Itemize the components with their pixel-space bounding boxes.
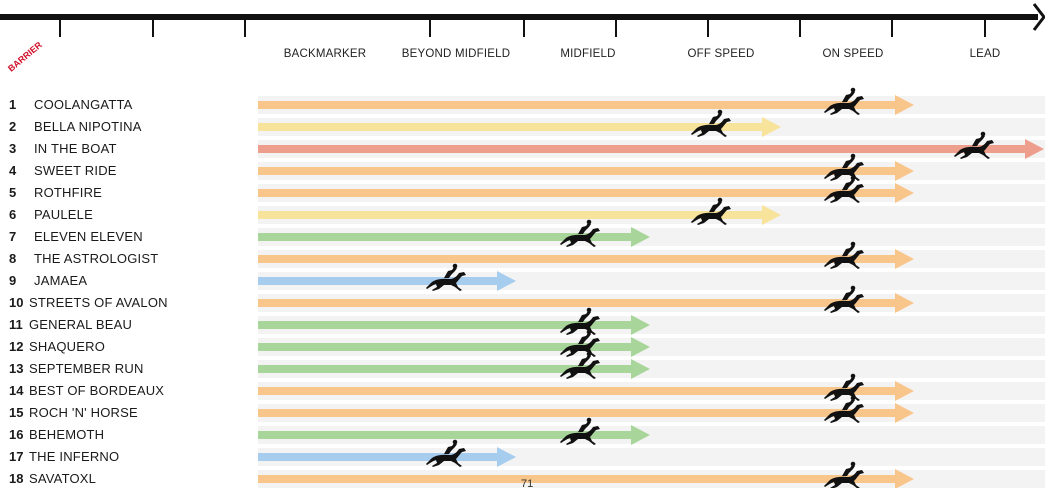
row-background <box>258 184 1045 202</box>
runner-name: ELEVEN ELEVEN <box>34 229 143 244</box>
row-background <box>258 404 1045 422</box>
barrier-number: 5 <box>9 185 17 200</box>
runner-row: 11 GENERAL BEAU <box>0 314 1045 336</box>
row-background <box>258 470 1045 488</box>
row-background <box>258 118 1045 136</box>
runner-name: THE ASTROLOGIST <box>34 251 159 266</box>
column-label: BEYOND MIDFIELD <box>401 48 511 60</box>
runner-row: 9 JAMAEA <box>0 270 1045 292</box>
barrier-number: 9 <box>9 273 17 288</box>
column-label: MIDFIELD <box>560 48 616 60</box>
barrier-number: 8 <box>9 251 17 266</box>
row-background <box>258 360 1045 378</box>
runner-name: PAULELE <box>34 207 93 222</box>
runner-row: 14 BEST OF BORDEAUX <box>0 380 1045 402</box>
barrier-number: 18 <box>9 471 24 486</box>
runner-name: SWEET RIDE <box>34 163 117 178</box>
runner-name: BELLA NIPOTINA <box>34 119 142 134</box>
runner-row: 3 IN THE BOAT <box>0 138 1045 160</box>
row-background <box>258 162 1045 180</box>
barrier-number: 12 <box>9 339 24 354</box>
runner-name: COOLANGATTA <box>34 97 133 112</box>
runner-name: STREETS OF AVALON <box>29 295 168 310</box>
runner-row: 17 THE INFERNO <box>0 446 1045 468</box>
row-background <box>258 426 1045 444</box>
page-number: 71 <box>521 478 534 490</box>
barrier-number: 3 <box>9 141 17 156</box>
barrier-number: 10 <box>9 295 24 310</box>
row-background <box>258 96 1045 114</box>
runner-row: 1 COOLANGATTA <box>0 94 1045 116</box>
runner-name: BEST OF BORDEAUX <box>29 383 165 398</box>
runner-row: 10 STREETS OF AVALON <box>0 292 1045 314</box>
runner-row: 4 SWEET RIDE <box>0 160 1045 182</box>
runner-row: 15 ROCH 'N' HORSE <box>0 402 1045 424</box>
barrier-number: 6 <box>9 207 17 222</box>
barrier-number: 11 <box>9 317 23 332</box>
runner-name: SAVATOXL <box>29 471 97 486</box>
barrier-number: 15 <box>9 405 24 420</box>
barrier-number: 1 <box>9 97 17 112</box>
ruler-bar <box>0 14 1038 20</box>
barrier-number: 2 <box>9 119 17 134</box>
runner-row: 8 THE ASTROLOGIST <box>0 248 1045 270</box>
row-background <box>258 316 1045 334</box>
ruler-ticks <box>59 20 986 37</box>
barrier-number: 4 <box>9 163 17 178</box>
runner-row: 5 ROTHFIRE <box>0 182 1045 204</box>
runner-row: 12 SHAQUERO <box>0 336 1045 358</box>
runner-name: IN THE BOAT <box>34 141 117 156</box>
row-background <box>258 228 1045 246</box>
row-background <box>258 448 1045 466</box>
row-background <box>258 338 1045 356</box>
chevron-right-icon <box>1032 3 1045 31</box>
barrier-number: 13 <box>9 361 24 376</box>
runner-name: GENERAL BEAU <box>29 317 133 332</box>
barrier-number: 14 <box>9 383 24 398</box>
runner-name: ROCH 'N' HORSE <box>29 405 138 420</box>
row-background <box>258 294 1045 312</box>
column-label: BACKMARKER <box>283 48 367 60</box>
runner-name: ROTHFIRE <box>34 185 103 200</box>
runner-name: THE INFERNO <box>29 449 120 464</box>
runner-row: 2 BELLA NIPOTINA <box>0 116 1045 138</box>
runner-row: 7 ELEVEN ELEVEN <box>0 226 1045 248</box>
row-background <box>258 382 1045 400</box>
row-background <box>258 140 1045 158</box>
runner-row: 6 PAULELE <box>0 204 1045 226</box>
runner-name: SEPTEMBER RUN <box>29 361 144 376</box>
barrier-number: 17 <box>9 449 24 464</box>
column-label: ON SPEED <box>822 48 884 60</box>
row-background <box>258 206 1045 224</box>
column-label: OFF SPEED <box>687 48 755 60</box>
position-ruler <box>0 3 1045 37</box>
runner-name: JAMAEA <box>34 273 88 288</box>
runner-name: SHAQUERO <box>29 339 106 354</box>
row-background <box>258 272 1045 290</box>
column-label: LEAD <box>969 48 1001 60</box>
runner-row: 13 SEPTEMBER RUN <box>0 358 1045 380</box>
runner-row: 16 BEHEMOTH <box>0 424 1045 446</box>
barrier-number: 16 <box>9 427 24 442</box>
runner-name: BEHEMOTH <box>29 427 105 442</box>
barrier-number: 7 <box>9 229 17 244</box>
row-background <box>258 250 1045 268</box>
